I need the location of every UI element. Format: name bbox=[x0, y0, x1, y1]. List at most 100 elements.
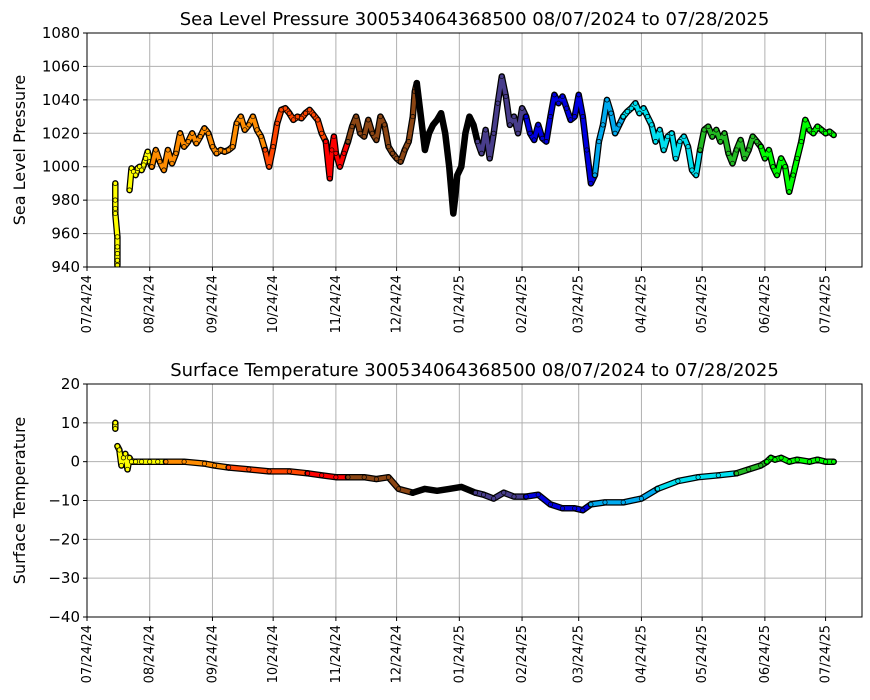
temperature-data-point bbox=[201, 461, 207, 467]
temperature-data-point bbox=[806, 459, 812, 465]
pressure-x-tick-label-12-24-24: 12/24/24 bbox=[390, 275, 405, 333]
pressure-data-point bbox=[418, 114, 424, 120]
pressure-data-point bbox=[114, 251, 120, 257]
pressure-data-point bbox=[434, 117, 440, 123]
pressure-data-point bbox=[266, 164, 272, 170]
temperature-series-6 bbox=[409, 483, 479, 496]
temperature-x-tick-label-08-24-24: 08/24/24 bbox=[143, 625, 158, 683]
pressure-data-point bbox=[185, 139, 191, 145]
pressure-data-point bbox=[377, 114, 383, 120]
pressure-series-8 bbox=[522, 91, 599, 187]
pressure-data-point bbox=[535, 122, 541, 128]
pressure-data-point bbox=[181, 144, 187, 150]
pressure-y-tick-label-960: 960 bbox=[51, 225, 80, 243]
pressure-data-point bbox=[157, 159, 163, 165]
pressure-data-point bbox=[114, 257, 120, 263]
pressure-data-point bbox=[466, 114, 472, 120]
pressure-data-point bbox=[242, 127, 248, 133]
pressure-data-point bbox=[114, 234, 120, 240]
pressure-data-point bbox=[499, 73, 505, 80]
pressure-data-point bbox=[628, 105, 634, 111]
pressure-data-point bbox=[754, 139, 760, 145]
pressure-data-point bbox=[588, 180, 594, 186]
pressure-data-point bbox=[827, 129, 833, 135]
temperature-data-point bbox=[434, 488, 440, 494]
pressure-data-point bbox=[414, 80, 420, 86]
pressure-data-point bbox=[323, 139, 329, 145]
pressure-data-point bbox=[527, 130, 533, 136]
pressure-data-point bbox=[701, 127, 707, 133]
pressure-data-point bbox=[649, 122, 655, 128]
temperature-data-point bbox=[116, 447, 122, 453]
pressure-data-point bbox=[503, 93, 509, 100]
temperature-data-point bbox=[147, 459, 153, 465]
pressure-data-point bbox=[114, 262, 120, 267]
pressure-data-point bbox=[458, 164, 464, 170]
temperature-data-point bbox=[396, 486, 402, 492]
pressure-y-tick-label-1000: 1000 bbox=[42, 158, 80, 176]
pressure-data-point bbox=[133, 172, 139, 178]
temperature-data-point bbox=[823, 459, 829, 465]
temperature-data-point bbox=[588, 501, 594, 507]
temperature-data-point bbox=[695, 474, 701, 480]
pressure-data-point bbox=[333, 150, 339, 156]
temperature-series-4-line bbox=[305, 471, 350, 480]
pressure-data-point bbox=[141, 162, 147, 168]
pressure-data-point bbox=[624, 109, 630, 115]
pressure-data-point bbox=[357, 130, 363, 136]
temperature-y-tick-label-20: 20 bbox=[61, 375, 80, 393]
pressure-data-point bbox=[806, 127, 812, 133]
temperature-data-point bbox=[638, 496, 644, 502]
pressure-data-point bbox=[145, 149, 151, 155]
temperature-data-point bbox=[286, 468, 292, 474]
pressure-data-point bbox=[483, 127, 489, 133]
pressure-series-10 bbox=[619, 99, 704, 179]
pressure-data-point bbox=[677, 139, 683, 145]
pressure-y-tick-label-940: 940 bbox=[51, 258, 80, 276]
temperature-data-point bbox=[831, 459, 837, 465]
pressure-data-point bbox=[319, 130, 325, 136]
pressure-data-point bbox=[286, 110, 292, 116]
temperature-data-point bbox=[715, 472, 721, 478]
pressure-data-point bbox=[600, 122, 606, 128]
pressure-data-point bbox=[729, 160, 736, 166]
temperature-y-tick-label-10: 10 bbox=[61, 414, 80, 432]
pressure-data-point bbox=[596, 139, 602, 145]
temperature-data-point bbox=[305, 470, 311, 476]
pressure-series-11-line bbox=[698, 124, 763, 166]
temperature-x-tick-label-06-24-25: 06/24/25 bbox=[758, 625, 773, 683]
temperature-x-tick-label-09-24-24: 09/24/24 bbox=[205, 625, 220, 683]
pressure-data-point bbox=[238, 114, 244, 120]
pressure-x-tick-label-04-24-25: 04/24/25 bbox=[634, 275, 649, 333]
temperature-x-tick-label-04-24-25: 04/24/25 bbox=[634, 625, 649, 683]
pressure-data-point bbox=[580, 114, 586, 120]
pressure-data-point bbox=[365, 117, 371, 123]
temperature-series-11 bbox=[733, 458, 771, 477]
temperature-data-point bbox=[120, 455, 126, 461]
pressure-data-point bbox=[802, 117, 808, 123]
pressure-data-point bbox=[790, 172, 796, 178]
pressure-data-point bbox=[831, 132, 837, 138]
temperature-data-point bbox=[786, 459, 792, 465]
temperature-y-tick-label--40: −40 bbox=[48, 608, 80, 626]
temperature-data-point bbox=[333, 474, 339, 480]
temperature-data-point bbox=[772, 457, 778, 463]
pressure-data-point bbox=[519, 105, 525, 111]
pressure-data-point bbox=[353, 114, 359, 120]
pressure-data-point bbox=[474, 139, 481, 145]
pressure-data-point bbox=[584, 147, 590, 153]
temperature-series-4 bbox=[304, 470, 352, 481]
temperature-series-3 bbox=[225, 464, 311, 477]
pressure-data-point bbox=[685, 144, 691, 150]
temperature-data-point bbox=[385, 474, 392, 480]
pressure-data-point bbox=[430, 122, 436, 128]
pressure-data-point bbox=[786, 189, 792, 195]
pressure-data-point bbox=[794, 155, 800, 161]
pressure-data-point bbox=[766, 147, 772, 153]
pressure-data-point bbox=[555, 100, 562, 106]
pressure-data-point bbox=[254, 127, 260, 133]
temperature-data-point bbox=[139, 459, 145, 465]
pressure-data-point bbox=[697, 147, 703, 153]
temperature-series-10 bbox=[654, 470, 740, 493]
pressure-x-tick-label-08-24-24: 08/24/24 bbox=[143, 275, 158, 333]
